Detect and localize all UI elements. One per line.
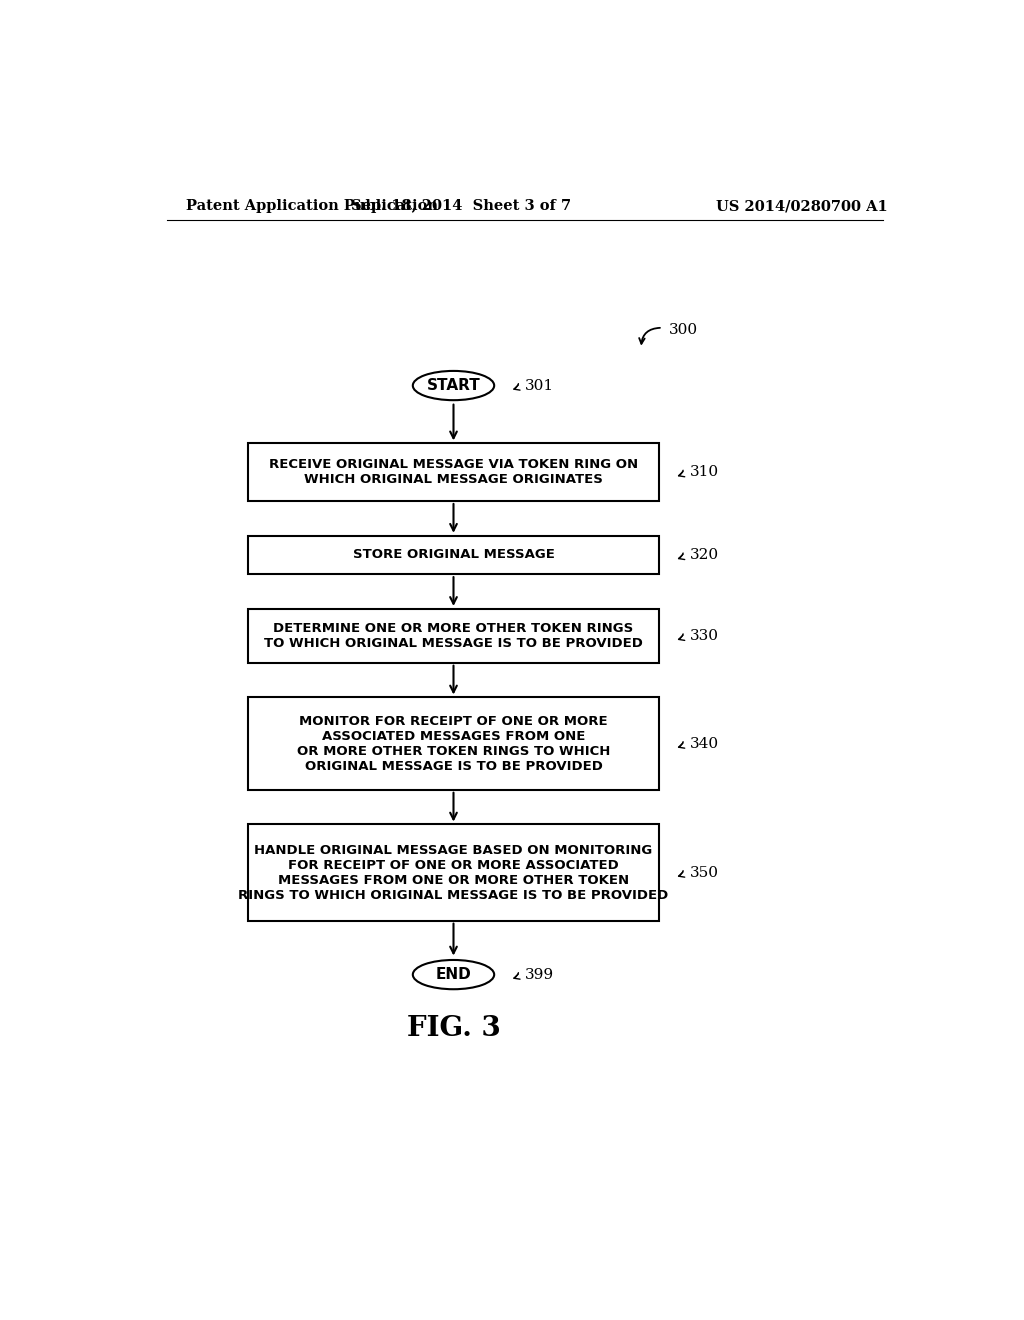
Text: 330: 330: [690, 628, 719, 643]
Text: DETERMINE ONE OR MORE OTHER TOKEN RINGS
TO WHICH ORIGINAL MESSAGE IS TO BE PROVI: DETERMINE ONE OR MORE OTHER TOKEN RINGS …: [264, 622, 643, 649]
Text: US 2014/0280700 A1: US 2014/0280700 A1: [717, 199, 888, 213]
Text: 399: 399: [525, 968, 554, 982]
Text: MONITOR FOR RECEIPT OF ONE OR MORE
ASSOCIATED MESSAGES FROM ONE
OR MORE OTHER TO: MONITOR FOR RECEIPT OF ONE OR MORE ASSOC…: [297, 714, 610, 772]
Text: 320: 320: [690, 548, 719, 562]
Text: STORE ORIGINAL MESSAGE: STORE ORIGINAL MESSAGE: [352, 548, 554, 561]
Text: HANDLE ORIGINAL MESSAGE BASED ON MONITORING
FOR RECEIPT OF ONE OR MORE ASSOCIATE: HANDLE ORIGINAL MESSAGE BASED ON MONITOR…: [239, 843, 669, 902]
Text: 310: 310: [690, 465, 719, 479]
Text: 300: 300: [669, 323, 698, 337]
Text: 350: 350: [690, 866, 719, 879]
Text: Sep. 18, 2014  Sheet 3 of 7: Sep. 18, 2014 Sheet 3 of 7: [351, 199, 571, 213]
Text: RECEIVE ORIGINAL MESSAGE VIA TOKEN RING ON
WHICH ORIGINAL MESSAGE ORIGINATES: RECEIVE ORIGINAL MESSAGE VIA TOKEN RING …: [269, 458, 638, 486]
Text: START: START: [427, 378, 480, 393]
Text: 301: 301: [525, 379, 554, 392]
Text: 340: 340: [690, 737, 719, 751]
Text: FIG. 3: FIG. 3: [407, 1015, 501, 1041]
Text: Patent Application Publication: Patent Application Publication: [186, 199, 438, 213]
Text: END: END: [435, 968, 471, 982]
